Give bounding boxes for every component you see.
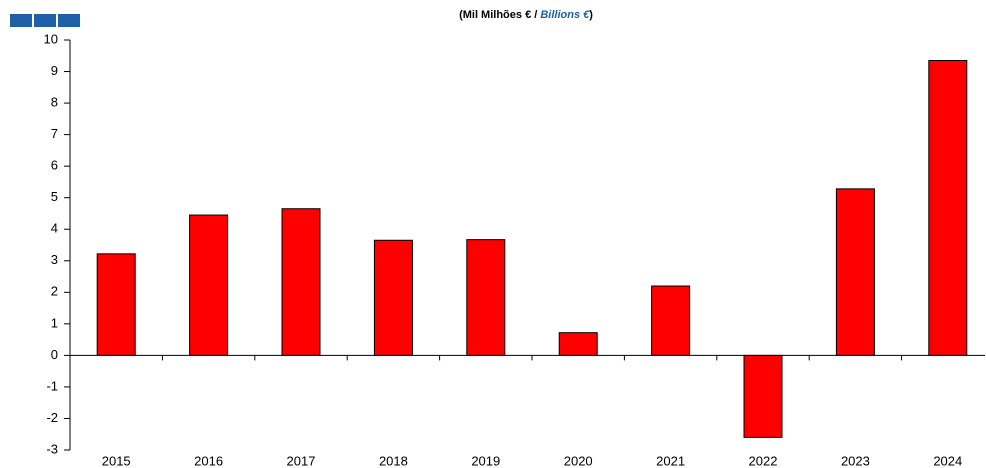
x-tick-label: 2015 xyxy=(102,453,131,468)
y-tick-label: -1 xyxy=(46,378,58,393)
y-tick-label: -3 xyxy=(46,441,58,456)
y-tick-label: 0 xyxy=(51,347,58,362)
y-tick-label: 2 xyxy=(51,284,58,299)
x-tick-label: 2022 xyxy=(749,453,778,468)
x-tick-label: 2016 xyxy=(194,453,223,468)
y-tick-label: 8 xyxy=(51,95,58,110)
y-tick-label: 4 xyxy=(51,221,58,236)
y-tick-label: 1 xyxy=(51,315,58,330)
x-tick-label: 2023 xyxy=(841,453,870,468)
y-tick-label: 7 xyxy=(51,126,58,141)
chart-title: (Mil Milhões € / Billions €) xyxy=(459,9,593,21)
bar xyxy=(835,188,875,356)
bar xyxy=(281,208,321,356)
x-tick-label: 2020 xyxy=(564,453,593,468)
bar xyxy=(651,285,691,356)
x-tick-label: 2019 xyxy=(471,453,500,468)
y-tick-label: 6 xyxy=(51,158,58,173)
title-part: ) xyxy=(589,9,593,21)
x-tick-label: 2018 xyxy=(379,453,408,468)
bar xyxy=(928,60,968,356)
y-tick-label: 3 xyxy=(51,252,58,267)
bar xyxy=(373,239,413,356)
y-tick-label: 5 xyxy=(51,189,58,204)
logo xyxy=(10,14,80,27)
x-tick-label: 2017 xyxy=(287,453,316,468)
title-part: Billions € xyxy=(540,9,590,21)
bar xyxy=(96,253,136,356)
bar xyxy=(189,214,229,356)
bar xyxy=(743,354,783,438)
bar xyxy=(558,332,598,356)
y-tick-label: 9 xyxy=(51,63,58,78)
x-tick-label: 2021 xyxy=(656,453,685,468)
title-part: (Mil Milhões € / xyxy=(459,9,540,21)
x-tick-label: 2024 xyxy=(933,453,962,468)
y-tick-label: 10 xyxy=(44,31,58,46)
y-tick-label: -2 xyxy=(46,410,58,425)
bar xyxy=(466,239,506,356)
